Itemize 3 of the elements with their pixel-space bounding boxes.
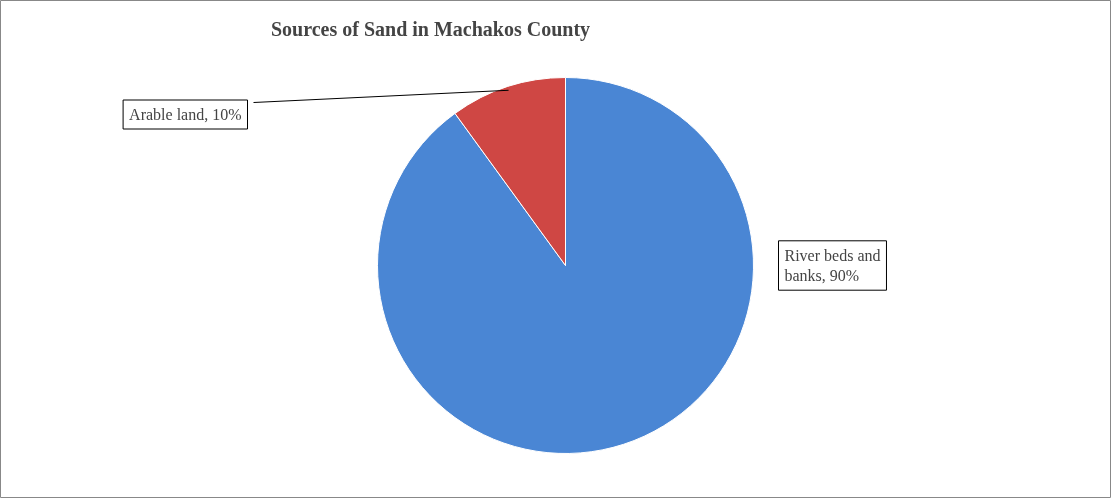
chart-title: Sources of Sand in Machakos County [270,17,591,41]
slice-label: Arable land, 10% [129,106,242,123]
slice-label: River beds and banks, 90% [784,246,881,285]
